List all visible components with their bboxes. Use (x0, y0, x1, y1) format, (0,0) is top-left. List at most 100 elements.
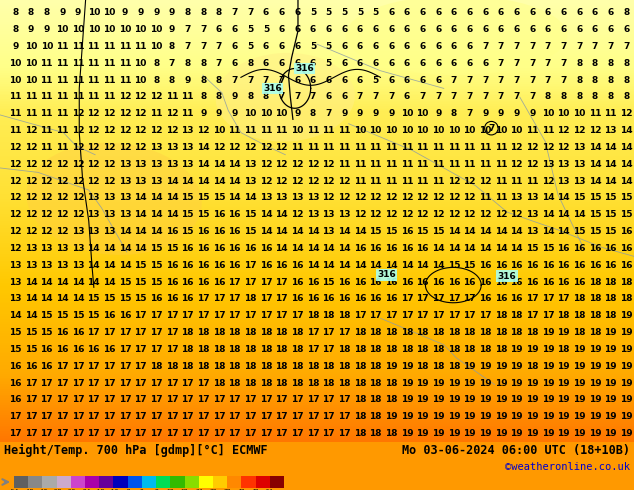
Text: 12: 12 (25, 210, 37, 220)
Text: 12: 12 (197, 126, 210, 135)
Text: 17: 17 (291, 395, 304, 404)
Text: 8: 8 (592, 93, 598, 101)
Text: 6: 6 (278, 42, 285, 51)
Text: 13: 13 (72, 244, 84, 253)
Text: 12: 12 (244, 143, 257, 152)
Text: 8: 8 (623, 93, 630, 101)
Text: 6: 6 (435, 75, 441, 85)
Text: 17: 17 (307, 345, 320, 354)
Text: 18: 18 (463, 345, 476, 354)
Text: 19: 19 (573, 395, 586, 404)
Text: 17: 17 (41, 379, 53, 388)
Text: 18: 18 (260, 362, 272, 371)
Text: 10: 10 (417, 109, 429, 118)
Text: 18: 18 (573, 311, 585, 320)
Text: 18: 18 (181, 489, 188, 490)
Text: 16: 16 (541, 261, 554, 270)
Text: 17: 17 (526, 311, 538, 320)
Text: 13: 13 (165, 143, 178, 152)
Text: 11: 11 (322, 126, 335, 135)
Text: 16: 16 (604, 261, 617, 270)
Text: 17: 17 (197, 395, 210, 404)
Text: 6: 6 (420, 25, 425, 34)
Text: 7: 7 (278, 75, 285, 85)
Text: 17: 17 (25, 412, 37, 421)
Text: 14: 14 (541, 194, 554, 202)
Text: 13: 13 (9, 294, 22, 303)
Text: 16: 16 (526, 261, 538, 270)
Text: 18: 18 (588, 278, 601, 287)
Text: 12: 12 (87, 160, 100, 169)
Text: 30: 30 (209, 489, 217, 490)
Text: 5: 5 (325, 8, 332, 17)
Text: 12: 12 (72, 176, 84, 186)
Text: 17: 17 (417, 311, 429, 320)
Text: 18: 18 (620, 294, 633, 303)
Text: 14: 14 (181, 176, 194, 186)
Text: 15: 15 (370, 227, 382, 236)
Text: 8: 8 (592, 59, 598, 68)
Text: 16: 16 (213, 244, 225, 253)
Text: 14: 14 (588, 143, 601, 152)
Text: 7: 7 (451, 75, 457, 85)
Text: 6: 6 (607, 8, 614, 17)
Text: 18: 18 (181, 345, 194, 354)
Text: 12: 12 (448, 210, 460, 220)
Text: 14: 14 (307, 227, 320, 236)
Text: 18: 18 (479, 345, 491, 354)
Text: 11: 11 (9, 126, 22, 135)
Text: 12: 12 (165, 126, 178, 135)
Text: 7: 7 (514, 59, 520, 68)
Text: 16: 16 (463, 278, 476, 287)
Text: 17: 17 (150, 328, 163, 337)
Text: 16: 16 (526, 278, 538, 287)
Text: 17: 17 (228, 311, 241, 320)
Text: 9: 9 (59, 8, 65, 17)
Text: 17: 17 (275, 278, 288, 287)
Text: 18: 18 (417, 345, 429, 354)
Text: 6: 6 (482, 25, 488, 34)
Text: 17: 17 (338, 328, 351, 337)
Text: -54: -54 (8, 489, 20, 490)
Text: 17: 17 (41, 395, 53, 404)
Text: 13: 13 (87, 227, 100, 236)
Text: 18: 18 (370, 412, 382, 421)
Text: 15: 15 (181, 210, 194, 220)
Text: 12: 12 (385, 194, 398, 202)
Text: 8: 8 (200, 75, 207, 85)
Text: 17: 17 (541, 294, 554, 303)
Text: 6: 6 (231, 59, 238, 68)
Text: 17: 17 (322, 328, 335, 337)
Text: 12: 12 (56, 227, 68, 236)
Text: 7: 7 (216, 42, 222, 51)
Bar (198, 476, 213, 488)
Text: 18: 18 (448, 328, 460, 337)
Text: 14: 14 (197, 143, 210, 152)
Text: 8: 8 (153, 59, 160, 68)
Text: 7: 7 (467, 93, 473, 101)
Text: 17: 17 (354, 311, 366, 320)
Text: 16: 16 (307, 278, 320, 287)
Text: 17: 17 (432, 294, 444, 303)
Text: 6: 6 (278, 8, 285, 17)
Text: 18: 18 (354, 362, 366, 371)
Text: 15: 15 (150, 261, 163, 270)
Text: 12: 12 (56, 160, 68, 169)
Text: 14: 14 (588, 176, 601, 186)
Text: 15: 15 (56, 311, 68, 320)
Text: 7: 7 (231, 75, 238, 85)
Text: 17: 17 (25, 429, 37, 438)
Text: 6: 6 (404, 42, 410, 51)
Text: 19: 19 (495, 395, 507, 404)
Text: 11: 11 (119, 42, 131, 51)
Text: 17: 17 (134, 311, 147, 320)
Text: 17: 17 (150, 379, 163, 388)
Text: 14: 14 (338, 244, 351, 253)
Text: 6: 6 (278, 59, 285, 68)
Text: 16: 16 (417, 244, 429, 253)
Text: 12: 12 (25, 194, 37, 202)
Text: 6: 6 (216, 25, 222, 34)
Text: 18: 18 (385, 429, 398, 438)
Text: 14: 14 (291, 244, 304, 253)
Text: 6: 6 (357, 59, 363, 68)
